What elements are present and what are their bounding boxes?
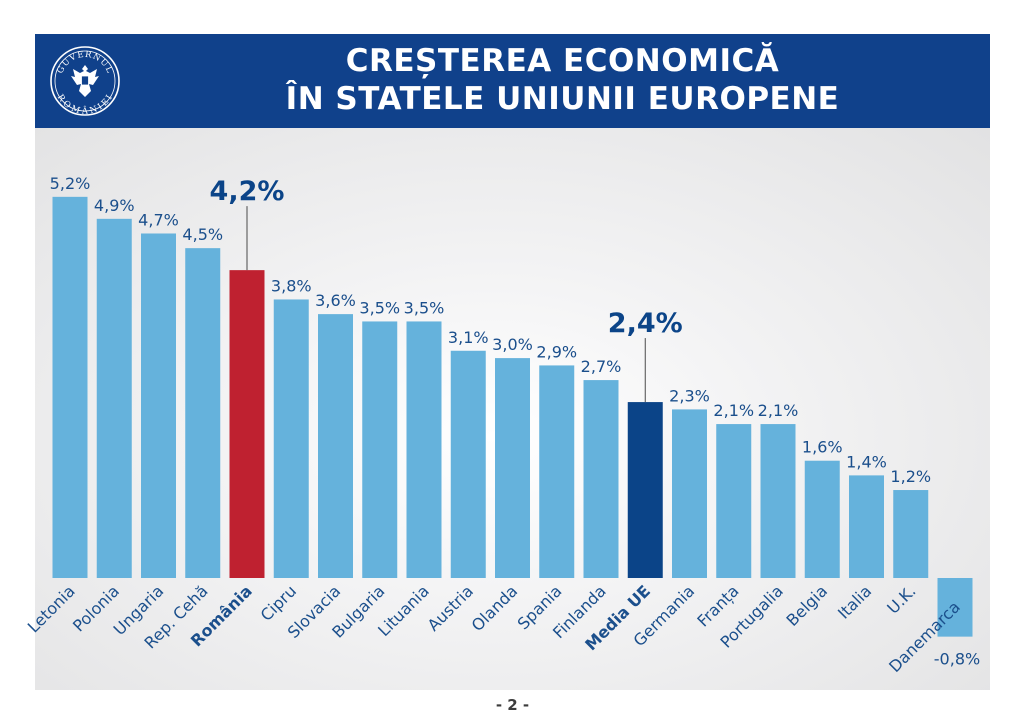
value-label-rep-ceha: 4,5%	[182, 225, 223, 244]
bar-franta	[716, 424, 752, 578]
value-label-u-k: 1,2%	[890, 467, 931, 486]
value-label-danemarca: -0,8%	[934, 650, 980, 669]
bar-germania	[672, 409, 707, 578]
value-label-germania: 2,3%	[669, 386, 710, 405]
value-label-letonia: 5,2%	[50, 174, 91, 193]
bar-italia	[849, 475, 884, 578]
bar-belgia	[804, 460, 840, 578]
bar-cipru	[273, 299, 309, 578]
bar-finlanda	[583, 380, 619, 578]
bar-portugalia	[760, 424, 796, 578]
chart-title: CREȘTEREA ECONOMICĂ ÎN STATELE UNIUNII E…	[155, 42, 970, 118]
bar-polonia	[96, 218, 132, 578]
value-label-olanda: 3,0%	[492, 335, 533, 354]
category-label-olanda: Olanda	[468, 581, 522, 635]
value-label-portugalia: 2,1%	[758, 401, 799, 420]
bar-romania	[229, 270, 265, 578]
title-line-2: ÎN STATELE UNIUNII EUROPENE	[285, 81, 840, 117]
category-label-italia: Italia	[834, 581, 875, 622]
bar-bulgaria	[362, 321, 398, 578]
value-label-cipru: 3,8%	[271, 276, 312, 295]
value-label-italia: 1,4%	[846, 452, 887, 471]
bar-austria	[450, 350, 486, 578]
category-label-belgia: Belgia	[783, 581, 832, 630]
value-label-franta: 2,1%	[713, 401, 754, 420]
government-seal-icon: GUVERNUL ROMÂNIEI	[50, 46, 120, 117]
title-line-1: CREȘTEREA ECONOMICĂ	[345, 43, 780, 79]
bar-spania	[539, 365, 575, 578]
value-label-lituania: 3,5%	[404, 298, 445, 317]
value-label-ungaria: 4,7%	[138, 210, 179, 229]
category-label-u-k: U.K.	[883, 581, 919, 617]
value-label-slovacia: 3,6%	[315, 291, 356, 310]
category-label-letonia: Letonia	[24, 581, 79, 636]
value-label-finlanda: 2,7%	[581, 357, 622, 376]
bar-u-k	[893, 490, 929, 578]
value-label-polonia: 4,9%	[94, 196, 135, 215]
value-label-romania: 4,2%	[210, 176, 285, 207]
page-number: - 2 -	[495, 696, 530, 714]
value-label-belgia: 1,6%	[802, 438, 843, 457]
bar-slovacia	[318, 314, 353, 578]
bar-media-ue	[627, 402, 663, 578]
value-label-austria: 3,1%	[448, 328, 489, 347]
value-label-bulgaria: 3,5%	[359, 298, 400, 317]
category-label-austria: Austria	[424, 581, 477, 634]
value-label-spania: 2,9%	[536, 342, 577, 361]
bar-rep-ceha	[185, 248, 221, 578]
bar-lituania	[406, 321, 442, 578]
bar-ungaria	[141, 233, 176, 579]
bar-letonia	[52, 196, 88, 578]
bar-danemarca	[937, 578, 973, 637]
bar-olanda	[495, 358, 530, 578]
value-label-media-ue: 2,4%	[608, 308, 683, 339]
title-banner: GUVERNUL ROMÂNIEI CREȘTEREA ECONOMICĂ ÎN…	[35, 34, 990, 128]
